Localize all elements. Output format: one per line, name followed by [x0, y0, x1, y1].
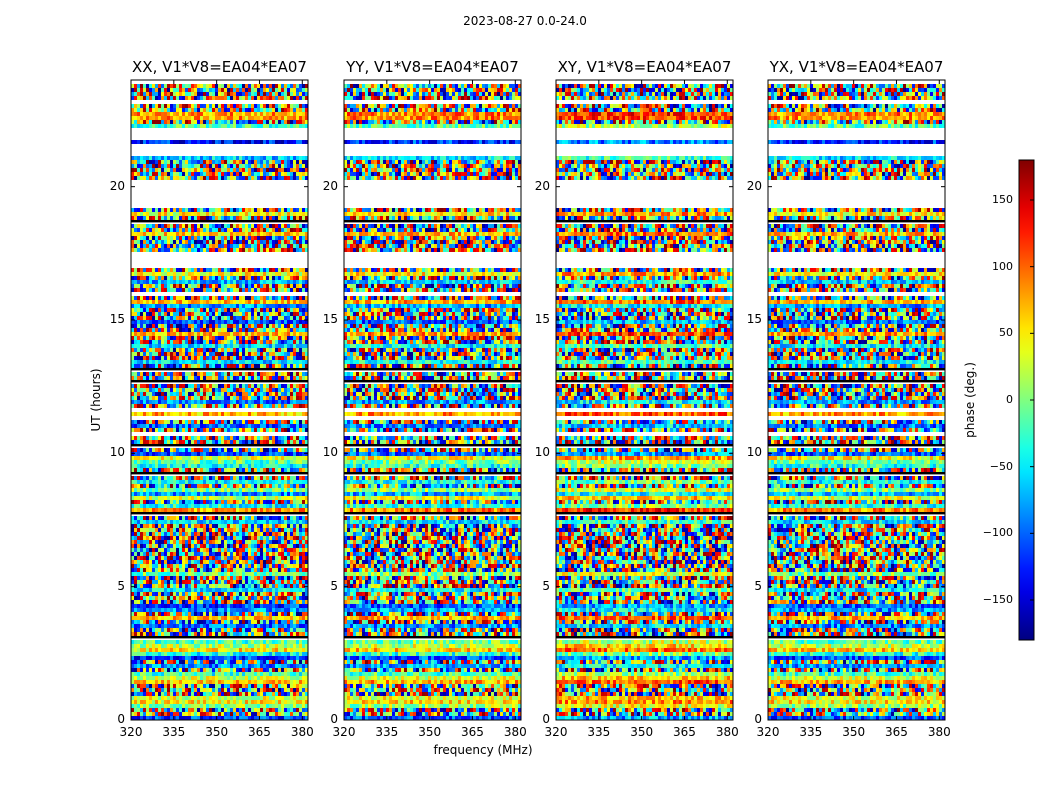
y-tick-label: 5 — [101, 579, 125, 593]
colorbar-tick-label: 150 — [969, 193, 1013, 206]
figure-title: 2023-08-27 0.0-24.0 — [0, 14, 1050, 28]
x-tick-label: 350 — [627, 725, 657, 739]
y-tick-label: 15 — [101, 312, 125, 326]
x-tick-label: 320 — [116, 725, 146, 739]
colorbar-tick-label: −150 — [969, 593, 1013, 606]
panel-title: YY, V1*V8=EA04*EA07 — [334, 58, 531, 76]
panel-title: YX, V1*V8=EA04*EA07 — [758, 58, 955, 76]
y-tick-label: 20 — [101, 179, 125, 193]
panel-heatmap — [344, 80, 521, 720]
x-tick-label: 350 — [202, 725, 232, 739]
y-tick-label: 0 — [314, 712, 338, 726]
colorbar-tick-label: 50 — [969, 326, 1013, 339]
y-tick-label: 20 — [526, 179, 550, 193]
x-tick-label: 320 — [329, 725, 359, 739]
y-axis-label: UT (hours) — [89, 368, 103, 431]
y-tick-label: 15 — [526, 312, 550, 326]
panel-title: XX, V1*V8=EA04*EA07 — [121, 58, 318, 76]
y-tick-label: 10 — [101, 445, 125, 459]
y-tick-label: 0 — [526, 712, 550, 726]
y-tick-label: 15 — [314, 312, 338, 326]
y-tick-label: 5 — [526, 579, 550, 593]
panel-title: XY, V1*V8=EA04*EA07 — [546, 58, 743, 76]
y-tick-label: 0 — [738, 712, 762, 726]
y-tick-label: 10 — [738, 445, 762, 459]
x-tick-label: 320 — [541, 725, 571, 739]
y-tick-label: 5 — [738, 579, 762, 593]
x-tick-label: 365 — [881, 725, 911, 739]
colorbar-tick-label: −50 — [969, 460, 1013, 473]
x-tick-label: 365 — [669, 725, 699, 739]
x-tick-label: 380 — [287, 725, 317, 739]
x-tick-label: 320 — [753, 725, 783, 739]
y-tick-label: 10 — [314, 445, 338, 459]
y-tick-label: 10 — [526, 445, 550, 459]
x-tick-label: 350 — [415, 725, 445, 739]
colorbar-tick-label: 0 — [969, 393, 1013, 406]
x-tick-label: 335 — [584, 725, 614, 739]
y-tick-label: 20 — [738, 179, 762, 193]
x-tick-label: 335 — [159, 725, 189, 739]
x-tick-label: 380 — [712, 725, 742, 739]
panel-heatmap — [556, 80, 733, 720]
panel-heatmap — [131, 80, 308, 720]
y-tick-label: 0 — [101, 712, 125, 726]
colorbar-tick-label: −100 — [969, 526, 1013, 539]
colorbar-tick-label: 100 — [969, 260, 1013, 273]
panel-heatmap — [768, 80, 945, 720]
x-tick-label: 380 — [924, 725, 954, 739]
x-tick-label: 350 — [839, 725, 869, 739]
x-tick-label: 335 — [796, 725, 826, 739]
y-tick-label: 20 — [314, 179, 338, 193]
x-tick-label: 365 — [457, 725, 487, 739]
x-axis-label: frequency (MHz) — [433, 743, 532, 757]
y-tick-label: 15 — [738, 312, 762, 326]
x-tick-label: 335 — [372, 725, 402, 739]
y-tick-label: 5 — [314, 579, 338, 593]
x-tick-label: 365 — [244, 725, 274, 739]
x-tick-label: 380 — [500, 725, 530, 739]
